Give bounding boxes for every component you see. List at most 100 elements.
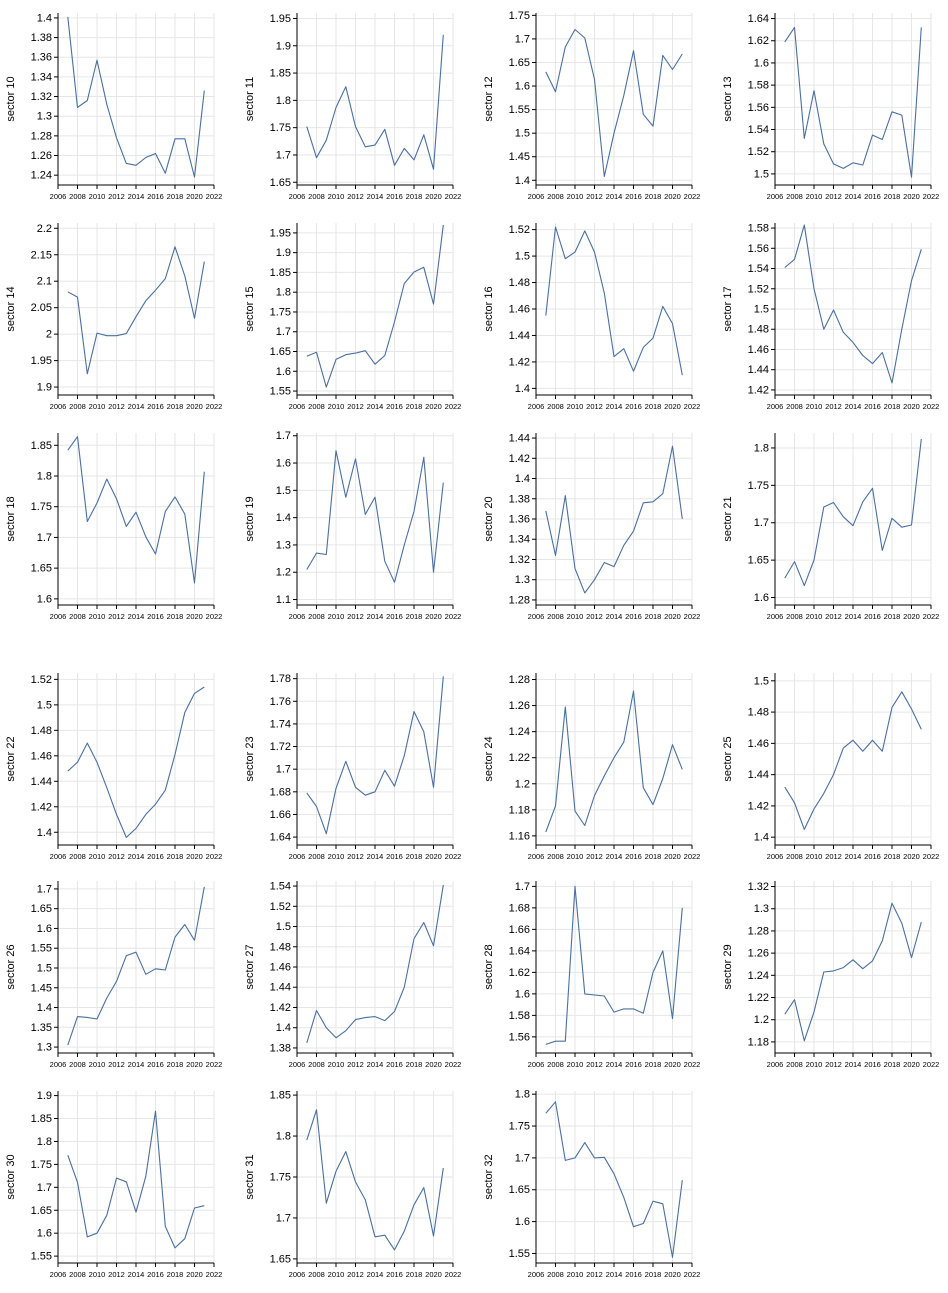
data-point <box>374 364 375 365</box>
y-tick-label: 1.28 <box>31 130 52 142</box>
data-point <box>174 937 175 938</box>
y-tick-label: 1.9 <box>37 382 52 394</box>
y-tick-label: 1.34 <box>509 534 530 546</box>
x-tick-label: 2010 <box>806 1060 823 1069</box>
y-tick-label: 1.5 <box>515 128 530 140</box>
x-tick-label: 2012 <box>108 1270 125 1279</box>
data-point <box>394 582 395 583</box>
data-point <box>184 712 185 713</box>
y-tick-label: 1.64 <box>748 13 769 25</box>
x-tick-label: 2018 <box>167 852 184 861</box>
x-tick-label: 2010 <box>806 852 823 861</box>
x-tick-label: 2020 <box>664 612 681 621</box>
data-point <box>623 348 624 349</box>
data-point <box>682 53 683 54</box>
data-point <box>96 502 97 503</box>
y-tick-label: 1.18 <box>509 804 530 816</box>
x-tick-label: 2014 <box>128 1060 145 1069</box>
data-point <box>135 165 136 166</box>
y-tick-label: 1.85 <box>270 267 291 279</box>
y-tick-label: 1.7 <box>276 764 291 776</box>
data-point <box>194 177 195 178</box>
data-point <box>335 1171 336 1172</box>
data-point <box>116 1178 117 1179</box>
data-point <box>804 829 805 830</box>
x-tick-label: 2010 <box>567 612 584 621</box>
x-tick-label: 2022 <box>684 192 701 201</box>
x-tick-label: 2006 <box>528 612 545 621</box>
data-point <box>643 1013 644 1014</box>
x-tick-label: 2020 <box>186 852 203 861</box>
y-tick-label: 1.6 <box>276 458 291 470</box>
data-point <box>194 582 195 583</box>
data-point <box>106 1215 107 1216</box>
data-point <box>335 359 336 360</box>
sector-panel-12: 1.4 1.45 1.5 1.55 1.6 1.65 1.7 1.75 2006 2008 2010… <box>483 10 700 201</box>
y-tick-label: 1.75 <box>270 1172 291 1184</box>
y-tick-label: 1.7 <box>754 517 769 529</box>
y-axis-label: sector 21 <box>722 496 734 541</box>
y-tick-label: 1.85 <box>270 1090 291 1102</box>
data-point <box>565 1041 566 1042</box>
x-tick-label: 2006 <box>289 852 306 861</box>
data-point <box>165 173 166 174</box>
x-tick-label: 2012 <box>108 1060 125 1069</box>
data-point <box>365 350 366 351</box>
data-point <box>96 332 97 333</box>
y-tick-label: 1.52 <box>509 224 530 236</box>
x-tick-label: 2022 <box>445 852 462 861</box>
data-point <box>833 502 834 503</box>
x-tick-label: 2006 <box>50 852 67 861</box>
data-point <box>106 997 107 998</box>
data-point <box>843 967 844 968</box>
y-tick-label: 1.65 <box>31 903 52 915</box>
x-tick-label: 2022 <box>206 1270 223 1279</box>
y-tick-label: 1.44 <box>509 330 530 342</box>
y-tick-label: 1.95 <box>31 355 52 367</box>
data-point <box>784 41 785 42</box>
data-point <box>804 138 805 139</box>
series-line <box>67 1110 205 1249</box>
data-point <box>921 249 922 250</box>
series-line <box>545 445 683 594</box>
data-point <box>652 1201 653 1202</box>
x-tick-label: 2012 <box>347 402 364 411</box>
y-tick-label: 1.52 <box>31 674 52 686</box>
data-point <box>126 837 127 838</box>
x-tick-label: 2020 <box>664 1270 681 1279</box>
data-point <box>67 1044 68 1045</box>
data-point <box>77 436 78 437</box>
y-tick-label: 1.4 <box>515 175 530 187</box>
data-point <box>194 940 195 941</box>
x-tick-label: 2014 <box>367 1270 384 1279</box>
data-point <box>882 940 883 941</box>
x-tick-label: 2016 <box>386 1270 403 1279</box>
data-point <box>384 1235 385 1236</box>
y-axis-label: sector 11 <box>244 77 256 121</box>
y-tick-label: 1.4 <box>754 832 769 844</box>
data-point <box>155 968 156 969</box>
x-tick-label: 2014 <box>367 612 384 621</box>
data-point <box>326 140 327 141</box>
data-point <box>872 740 873 741</box>
x-tick-label: 2022 <box>923 402 940 411</box>
data-point <box>184 924 185 925</box>
x-tick-label: 2014 <box>606 852 623 861</box>
x-tick-label: 2018 <box>167 192 184 201</box>
x-tick-label: 2006 <box>289 612 306 621</box>
y-tick-label: 1.76 <box>270 696 291 708</box>
series-line <box>67 686 205 838</box>
x-tick-label: 2016 <box>386 852 403 861</box>
data-point <box>784 1014 785 1015</box>
y-tick-label: 1.32 <box>509 554 530 566</box>
data-point <box>604 775 605 776</box>
data-point <box>882 352 883 353</box>
data-point <box>882 139 883 140</box>
y-tick-label: 1.2 <box>754 1014 769 1026</box>
x-tick-label: 2014 <box>367 402 384 411</box>
series-line <box>545 1101 683 1258</box>
y-tick-label: 1.42 <box>748 384 769 396</box>
data-point <box>145 157 146 158</box>
